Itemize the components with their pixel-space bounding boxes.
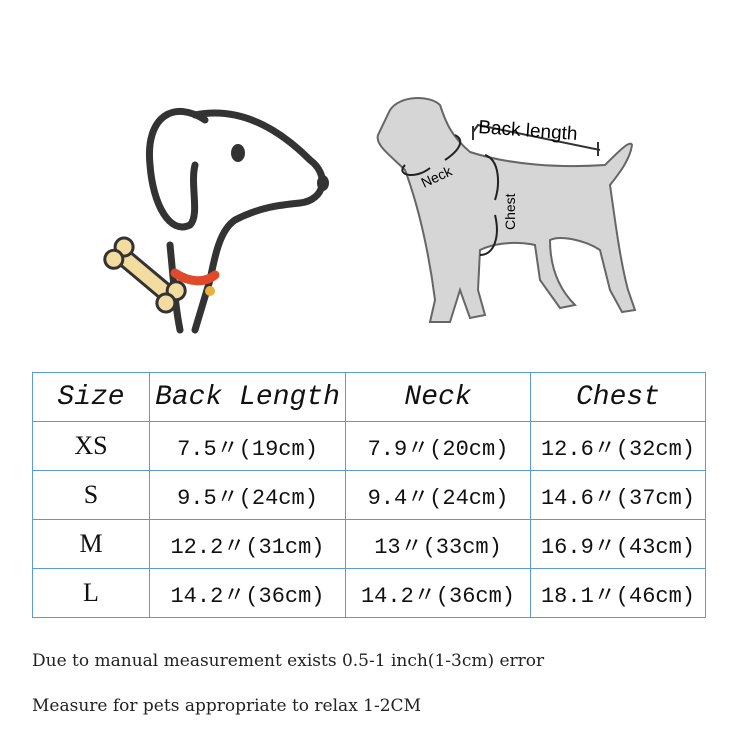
header-back-length: Back Length (149, 372, 346, 422)
neck-cell: 9.4〃(24cm) (345, 470, 531, 520)
back-length-label: Back length (478, 117, 579, 145)
relax-note: Measure for pets appropriate to relax 1-… (32, 696, 421, 716)
header-chest: Chest (530, 372, 706, 422)
cartoon-dog-with-bone-illustration (103, 107, 329, 334)
size-cell: S (32, 470, 150, 520)
size-chart-table: Size Back Length Neck Chest XS 7.5〃(19cm… (32, 372, 706, 618)
chest-cell: 12.6〃(32cm) (530, 421, 706, 471)
back-length-cell: 7.5〃(19cm) (149, 421, 346, 471)
chest-label: Chest (502, 193, 518, 230)
back-length-cell: 12.2〃(31cm) (149, 519, 346, 569)
bone-icon (103, 236, 187, 314)
chest-cell: 14.6〃(37cm) (530, 470, 706, 520)
back-length-cell: 14.2〃(36cm) (149, 568, 346, 618)
size-cell: M (32, 519, 150, 569)
table-row: S 9.5〃(24cm) 9.4〃(24cm) 14.6〃(37cm) (32, 470, 706, 520)
table-row: XS 7.5〃(19cm) 7.9〃(20cm) 12.6〃(32cm) (32, 421, 706, 471)
neck-cell: 7.9〃(20cm) (345, 421, 531, 471)
table-row: L 14.2〃(36cm) 14.2〃(36cm) 18.1〃(46cm) (32, 568, 706, 618)
back-length-cell: 9.5〃(24cm) (149, 470, 346, 520)
measurement-error-note: Due to manual measurement exists 0.5-1 i… (32, 651, 545, 671)
table-row: M 12.2〃(31cm) 13〃(33cm) 16.9〃(43cm) (32, 519, 706, 569)
chest-cell: 18.1〃(46cm) (530, 568, 706, 618)
neck-cell: 14.2〃(36cm) (345, 568, 531, 618)
table-header-row: Size Back Length Neck Chest (32, 372, 706, 422)
neck-cell: 13〃(33cm) (345, 519, 531, 569)
size-cell: L (32, 568, 150, 618)
header-neck: Neck (345, 372, 531, 422)
chest-cell: 16.9〃(43cm) (530, 519, 706, 569)
size-cell: XS (32, 421, 150, 471)
dog-measurement-diagram: Back length Neck Chest (376, 97, 637, 323)
header-size: Size (32, 372, 150, 422)
